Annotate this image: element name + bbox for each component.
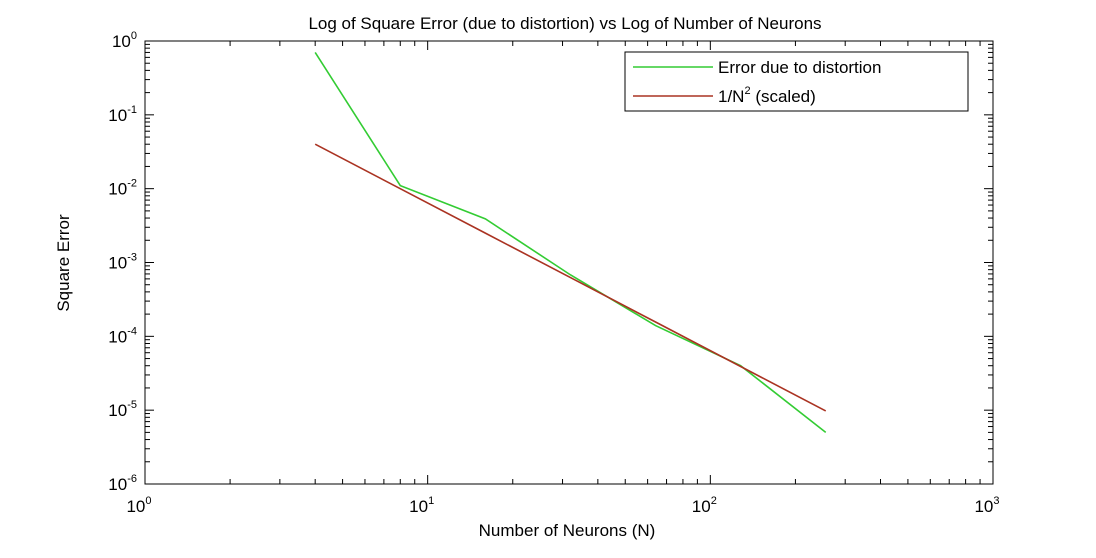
x-tick-label-base: 10 [126, 497, 145, 516]
x-tick-label-exponent: 0 [145, 495, 151, 507]
legend-label-reference-base: 1/N [718, 87, 744, 106]
y-tick-label: 100 [112, 30, 137, 51]
y-tick-label-exponent: 0 [131, 30, 137, 42]
y-tick-label: 10-1 [108, 104, 137, 125]
x-axis-title: Number of Neurons (N) [479, 521, 656, 540]
y-tick-label: 10-2 [108, 178, 137, 199]
y-tick-label-exponent: -4 [127, 325, 137, 337]
series-lines [314, 52, 827, 434]
x-tick-label-base: 10 [409, 497, 428, 516]
series-line-reference-scaled [314, 143, 827, 412]
x-tick-label: 100 [126, 495, 151, 516]
y-tick-label: 10-5 [108, 399, 137, 420]
y-tick-label-base: 10 [108, 254, 127, 273]
y-tick-label-base: 10 [108, 475, 127, 494]
y-tick-label-exponent: -1 [127, 104, 137, 116]
y-tick-label-exponent: -3 [127, 252, 137, 264]
legend-label-error: Error due to distortion [718, 58, 881, 77]
legend-label-reference-suffix: (scaled) [751, 87, 816, 106]
legend-label-reference: 1/N2 (scaled) [718, 85, 816, 106]
x-tick-label-exponent: 2 [711, 495, 717, 507]
y-tick-label-base: 10 [108, 106, 127, 125]
y-tick-label: 10-3 [108, 252, 137, 273]
x-tick-label-exponent: 1 [428, 495, 434, 507]
x-tick-labels: 100 101 102 103 [126, 495, 999, 516]
legend-label-reference-exponent: 2 [744, 85, 750, 97]
y-tick-label: 10-4 [108, 325, 137, 346]
x-tick-label: 102 [692, 495, 717, 516]
y-axis-title: Square Error [54, 214, 73, 312]
x-tick-label: 103 [974, 495, 999, 516]
y-tick-label-base: 10 [108, 180, 127, 199]
y-tick-label-base: 10 [108, 327, 127, 346]
x-tick-label-exponent: 3 [993, 495, 999, 507]
y-tick-label-exponent: -2 [127, 178, 137, 190]
legend: Error due to distortion 1/N2 (scaled) [624, 51, 969, 112]
chart-title: Log of Square Error (due to distortion) … [308, 14, 821, 33]
y-tick-label: 10-6 [108, 473, 137, 494]
x-tick-label: 101 [409, 495, 434, 516]
ticks [144, 40, 994, 485]
x-tick-label-base: 10 [692, 497, 711, 516]
y-tick-label-base: 10 [108, 401, 127, 420]
legend-box [624, 51, 969, 112]
y-tick-label-exponent: -6 [127, 473, 137, 485]
x-tick-label-base: 10 [974, 497, 993, 516]
y-tick-label-base: 10 [112, 32, 131, 51]
y-tick-label-exponent: -5 [127, 399, 137, 411]
